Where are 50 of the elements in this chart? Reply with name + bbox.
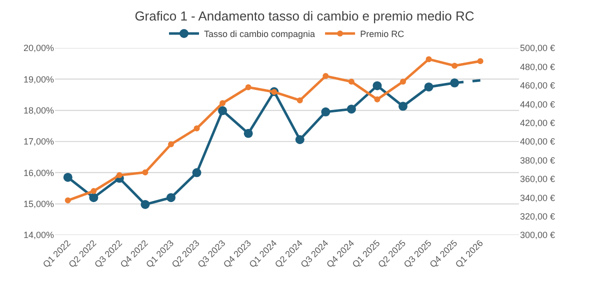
y2-tick-label: 460,00 € — [520, 80, 556, 91]
point — [374, 96, 380, 102]
point — [400, 78, 406, 85]
y2-tick-label: 420,00 € — [520, 118, 556, 128]
point — [63, 172, 72, 182]
y2-tick-label: 340,00 € — [520, 192, 556, 203]
point — [424, 82, 434, 92]
y-tick-label: 20,00% — [23, 43, 54, 54]
y-tick-label: 16,00% — [23, 168, 54, 178]
point — [426, 56, 432, 62]
point — [477, 58, 484, 64]
legend-label: Tasso di cambio compagnia — [204, 29, 316, 40]
point — [220, 100, 226, 106]
point — [192, 168, 202, 178]
y2-tick-label: 500,00 € — [520, 43, 556, 54]
point — [168, 141, 174, 148]
point — [398, 102, 408, 111]
point — [245, 84, 252, 90]
chart-title: Grafico 1 - Andamento tasso di cambio e premio medio RC — [134, 8, 474, 24]
y2-tick-label: 440,00 € — [520, 99, 556, 110]
y2-tick-label: 320,00 € — [520, 211, 556, 222]
point — [140, 200, 150, 209]
point — [296, 97, 303, 104]
y-tick-label: 18,00% — [23, 105, 54, 116]
y-tick-label: 15,00% — [23, 198, 54, 209]
point — [452, 62, 458, 69]
point — [321, 107, 330, 116]
point — [218, 106, 228, 116]
point — [166, 193, 176, 202]
y2-tick-label: 380,00 € — [520, 155, 556, 166]
point — [90, 188, 97, 194]
y2-tick-label: 400,00 € — [520, 136, 556, 147]
point — [142, 169, 148, 176]
point — [89, 193, 98, 202]
y-tick-label: 14,00% — [23, 230, 54, 240]
point — [372, 81, 382, 90]
y-tick-label: 17,00% — [23, 136, 54, 147]
y2-tick-label: 360,00 € — [520, 174, 556, 184]
point — [116, 172, 122, 178]
y2-tick-label: 300,00 € — [520, 230, 556, 240]
legend-label: Premio RC — [360, 29, 405, 40]
y-tick-label: 19,00% — [23, 74, 54, 84]
y2-tick-label: 480,00 € — [520, 62, 556, 72]
point — [194, 125, 200, 132]
point — [346, 104, 356, 114]
point — [322, 73, 329, 80]
point — [244, 128, 253, 138]
point — [348, 78, 354, 85]
point — [64, 197, 71, 204]
point — [295, 135, 304, 144]
